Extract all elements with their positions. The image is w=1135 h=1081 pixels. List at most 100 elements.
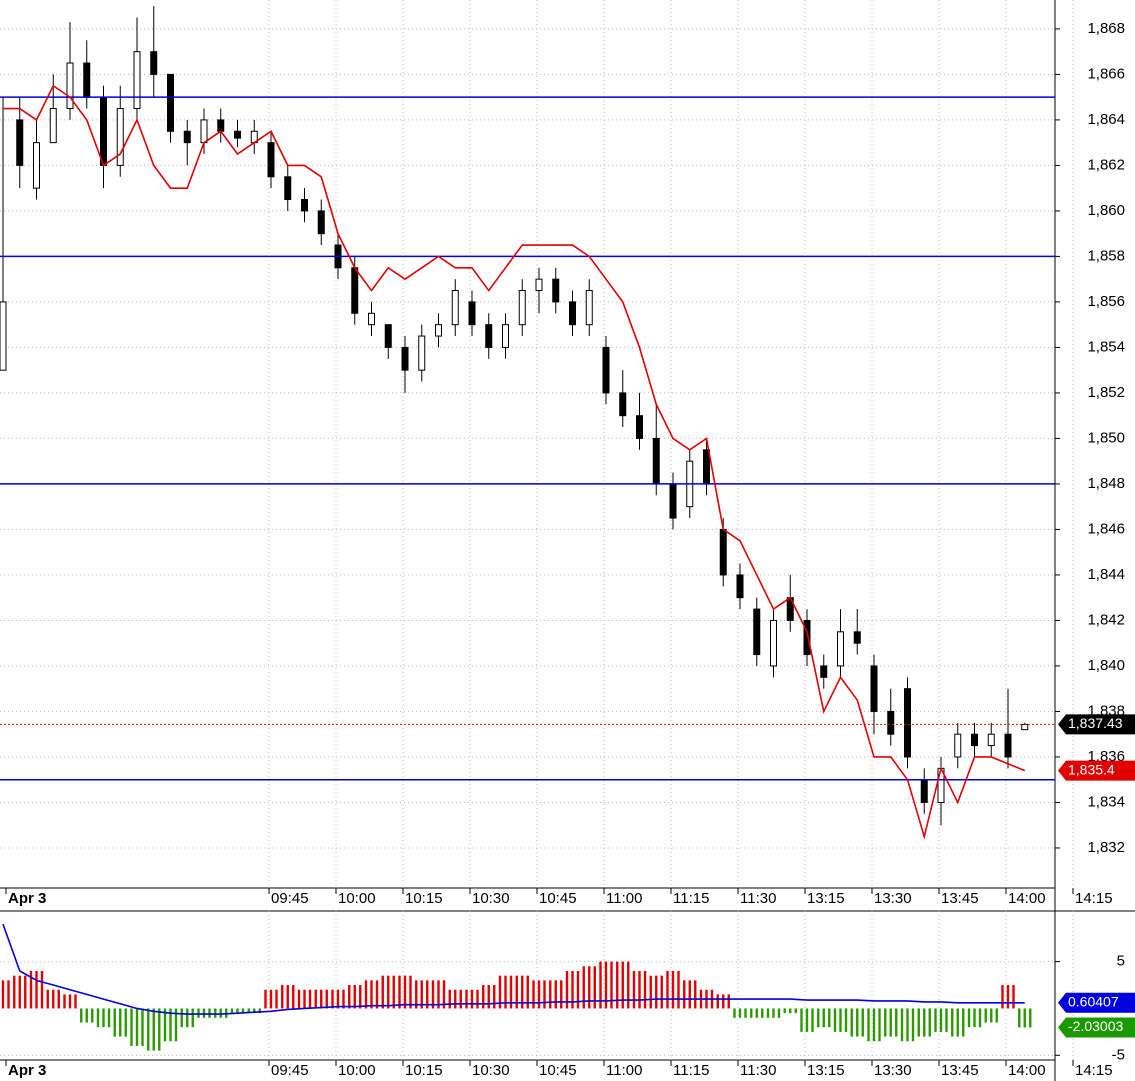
x-tick-label: 14:00 (1008, 1062, 1046, 1079)
histogram-bar (733, 1008, 736, 1018)
candle-body (870, 665, 878, 712)
histogram-bar (102, 1008, 105, 1028)
badge-label: 1,835.4 (1068, 761, 1115, 777)
histogram-bar (152, 1008, 155, 1051)
histogram-bar (392, 975, 395, 1009)
histogram-bar (543, 980, 546, 1009)
histogram-bar (951, 1008, 954, 1037)
histogram-bar (409, 975, 412, 1009)
histogram-bar (147, 1008, 150, 1051)
x-tick-label: Apr 3 (8, 1062, 46, 1079)
histogram-bar (487, 985, 490, 1009)
candle-body (619, 392, 627, 417)
y-tick-label: 1,832 (1087, 839, 1125, 856)
badge-label: -2.03003 (1068, 1018, 1123, 1034)
candle-body (485, 324, 493, 348)
histogram-bar (565, 970, 569, 1009)
histogram-bar (476, 989, 479, 1009)
histogram-bar (498, 975, 502, 1009)
histogram-bar (643, 970, 647, 1009)
candle-body (418, 335, 426, 371)
candle-body (853, 631, 861, 644)
candle-body (719, 528, 727, 576)
histogram-bar (1029, 1008, 1032, 1028)
x-tick-label: 09:45 (271, 1062, 309, 1079)
histogram-bar (973, 1008, 976, 1028)
histogram-bar (342, 989, 345, 1009)
histogram-bar (493, 985, 496, 1009)
candle-body (100, 96, 107, 166)
histogram-bar (694, 980, 697, 1009)
histogram-bar (387, 975, 390, 1009)
histogram-bar (984, 1008, 987, 1023)
y-tick-label: 1,846 (1087, 520, 1125, 537)
y-tick-label: 1,834 (1087, 793, 1125, 810)
histogram-bar (509, 975, 513, 1009)
histogram-bar (504, 975, 507, 1009)
histogram-bar (158, 1008, 161, 1051)
histogram-bar (755, 1008, 758, 1018)
histogram-bar (364, 980, 368, 1009)
histogram-bar (593, 966, 596, 1009)
candle-body (368, 312, 375, 326)
histogram-bar (448, 989, 451, 1009)
candle-body (770, 619, 777, 667)
x-tick-label: 10:30 (472, 1062, 510, 1079)
histogram-bar (610, 961, 613, 1009)
histogram-bar (96, 1008, 100, 1028)
candle-body (820, 665, 828, 678)
candle-body (16, 119, 24, 166)
x-tick-label: 10:15 (405, 1062, 443, 1079)
histogram-bar (174, 1008, 178, 1042)
candle-body (887, 710, 895, 735)
histogram-bar (359, 985, 362, 1009)
candle-body (150, 51, 158, 75)
histogram-bar (124, 1008, 127, 1037)
candle-body (837, 631, 844, 667)
x-tick-label: Apr 3 (8, 890, 46, 907)
candle-body (301, 199, 308, 212)
y-tick-label: 1,864 (1087, 111, 1125, 128)
histogram-bar (923, 1008, 926, 1037)
histogram-bar (214, 1008, 217, 1018)
y-tick-label: 1,850 (1087, 429, 1125, 446)
histogram-bar (738, 1008, 742, 1018)
candle-body (451, 290, 459, 326)
histogram-bar (945, 1008, 948, 1032)
y-tick-label: 1,856 (1087, 293, 1125, 310)
price-badge (1058, 1017, 1135, 1038)
histogram-bar (113, 1008, 116, 1037)
histogram-bar (800, 1008, 803, 1032)
histogram-bar (817, 1008, 820, 1028)
histogram-bar (314, 989, 317, 1009)
histogram-bar (822, 1008, 825, 1028)
badge-label: 0.60407 (1068, 994, 1119, 1010)
y-tick-label: -5 (1112, 1046, 1125, 1063)
candle-body (535, 278, 543, 292)
price-badge (1058, 760, 1135, 781)
histogram-bar (303, 989, 306, 1009)
histogram-bar (403, 975, 407, 1009)
histogram-bar (744, 1008, 747, 1018)
histogram-bar (241, 1008, 245, 1014)
histogram-bar (777, 1008, 781, 1018)
histogram-bar (537, 980, 541, 1009)
candle-body (167, 73, 174, 132)
x-tick-label: 10:45 (539, 1062, 577, 1079)
candle-body (920, 779, 928, 803)
candle-body (987, 733, 995, 747)
histogram-bar (867, 1008, 870, 1042)
histogram-bar (666, 970, 669, 1009)
histogram-bar (1023, 1008, 1026, 1028)
histogram-bar (627, 961, 630, 1009)
candle-body (636, 415, 643, 439)
x-tick-label: 14:00 (1008, 890, 1046, 907)
histogram-bar (264, 989, 267, 1009)
candle-body (83, 62, 91, 98)
candle-body (133, 51, 141, 110)
histogram-bar (1018, 1008, 1021, 1028)
histogram-bar (381, 975, 384, 1009)
x-tick-label: 13:30 (874, 1062, 912, 1079)
histogram-bar (582, 966, 585, 1009)
